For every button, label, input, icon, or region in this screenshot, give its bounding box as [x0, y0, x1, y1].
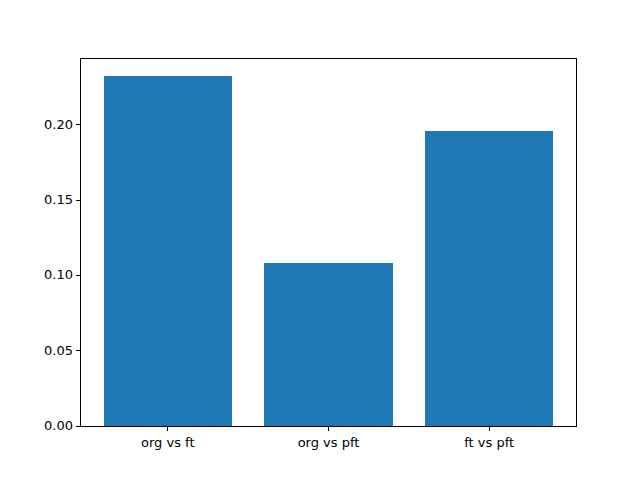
y-tick-label-0.20: 0.20	[29, 118, 73, 132]
y-tick-label-0.15: 0.15	[29, 193, 73, 207]
y-tick-label-0.05: 0.05	[29, 344, 73, 358]
y-tick-label-0.10: 0.10	[29, 268, 73, 282]
bar-org-vs-ft	[104, 76, 233, 426]
bar-org-vs-pft	[264, 263, 393, 426]
y-tick-mark	[76, 426, 80, 427]
x-tick-label-ft-vs-pft: ft vs pft	[419, 435, 559, 450]
plot-area: org vs ftorg vs pftft vs pft0.000.050.10…	[80, 58, 577, 427]
x-tick-label-org-vs-pft: org vs pft	[259, 435, 399, 450]
bar-chart-figure: org vs ft org vs pft ft vs pft 0.00 0.05 0.10…	[0, 0, 640, 480]
x-tick-mark	[328, 427, 329, 431]
y-tick-mark	[76, 350, 80, 351]
x-tick-label-org-vs-ft: org vs ft	[98, 435, 238, 450]
x-tick-mark	[167, 427, 168, 431]
y-tick-mark	[76, 275, 80, 276]
y-tick-label-0.00: 0.00	[29, 419, 73, 433]
y-tick-mark	[76, 200, 80, 201]
y-tick-mark	[76, 124, 80, 125]
bar-ft-vs-pft	[425, 131, 554, 426]
x-tick-mark	[489, 427, 490, 431]
